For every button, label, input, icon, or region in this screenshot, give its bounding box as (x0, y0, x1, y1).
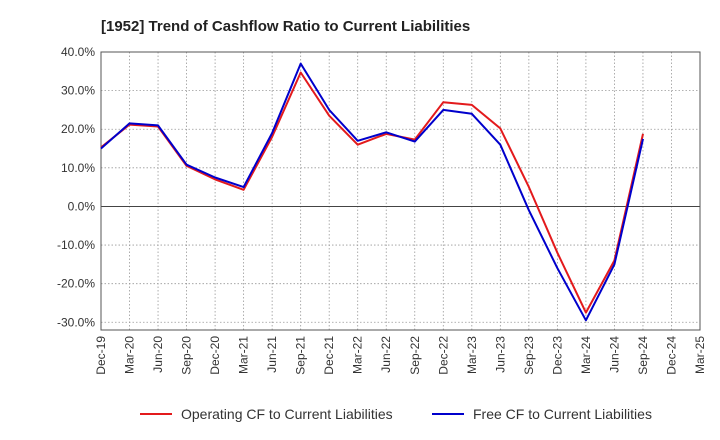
x-tick-label: Mar-20 (123, 336, 137, 374)
y-tick-label: 30.0% (61, 84, 95, 98)
x-tick-label: Sep-21 (294, 336, 308, 375)
series-line-operating-cf (100, 71, 644, 314)
x-tick-label: Jun-24 (607, 336, 621, 373)
plot-frame (100, 51, 701, 331)
plot-border (100, 51, 701, 331)
x-tick-label: Dec-20 (208, 336, 222, 375)
x-tick-label: Dec-23 (550, 336, 564, 375)
y-tick-label: 10.0% (61, 161, 95, 175)
x-tick-label: Dec-22 (436, 336, 450, 375)
x-tick-label: Dec-19 (94, 336, 108, 375)
y-axis: 40.0% 30.0% 20.0% 10.0% 0.0% -10.0% -20.0% -30.… (57, 45, 95, 329)
x-tick-label: Sep-20 (180, 336, 194, 375)
grid (100, 51, 701, 330)
legend: Operating CF to Current Liabilities Free… (140, 406, 652, 422)
x-tick-label: Jun-20 (151, 336, 165, 373)
chart-title: [1952] Trend of Cashflow Ratio to Curren… (101, 18, 470, 35)
x-tick-label: Dec-21 (322, 336, 336, 375)
x-tick-label: Jun-23 (493, 336, 507, 373)
x-tick-label: Mar-21 (237, 336, 251, 374)
y-tick-label: 40.0% (61, 45, 95, 59)
x-tick-label: Sep-23 (522, 336, 536, 375)
series-line-free-cf (100, 62, 644, 322)
x-tick-label: Sep-24 (636, 336, 650, 375)
x-tick-label: Dec-24 (664, 336, 678, 375)
x-tick-label: Sep-22 (408, 336, 422, 375)
x-tick-label: Jun-22 (379, 336, 393, 373)
y-tick-label: -20.0% (57, 277, 95, 291)
x-tick-label: Mar-24 (579, 336, 593, 374)
y-tick-label: -10.0% (57, 238, 95, 252)
x-tick-label: Mar-25 (693, 336, 707, 374)
x-axis: Dec-19 Mar-20 Jun-20 Sep-20 Dec-20 Mar-21 Jun-… (94, 336, 707, 375)
x-tick-label: Mar-23 (465, 336, 479, 374)
y-tick-label: -30.0% (57, 315, 95, 329)
series-lines (100, 62, 644, 322)
x-tick-label: Jun-21 (265, 336, 279, 373)
y-tick-label: 0.0% (68, 199, 96, 213)
y-tick-label: 20.0% (61, 122, 95, 136)
x-tick-label: Mar-22 (351, 336, 365, 374)
legend-label-free-cf: Free CF to Current Liabilities (473, 406, 652, 422)
legend-label-operating-cf: Operating CF to Current Liabilities (181, 406, 393, 422)
